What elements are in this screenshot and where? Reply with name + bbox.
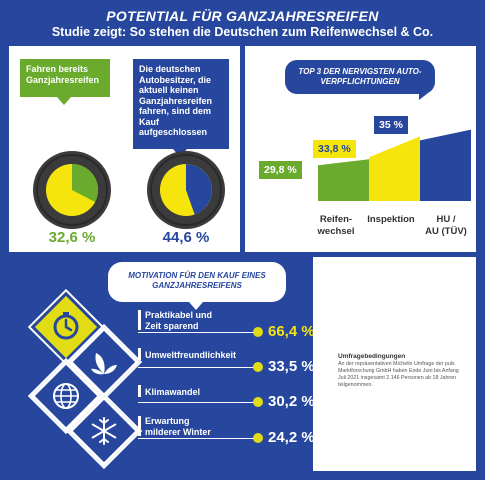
- reason-bar-3: [138, 385, 141, 397]
- bar-value-1: 29,8 %: [259, 161, 302, 179]
- green-callout: Fahren bereits Ganzjahresreifen: [20, 59, 110, 97]
- reason-dot-1: [253, 327, 263, 337]
- bar-reifenwechsel: [318, 159, 369, 201]
- top3-title-tip: [419, 86, 428, 100]
- reason-dot-2: [253, 362, 263, 372]
- pie-value-2: 44,6 %: [162, 229, 210, 246]
- reason-label-4: Erwartung milderer Winter: [145, 416, 211, 437]
- reason-value-3: 30,2 %: [268, 393, 315, 410]
- top3-chart: [318, 129, 471, 201]
- motivation-title-tip: [189, 302, 203, 310]
- blue-callout: Die deutschen Autobesitzer, die aktuell …: [133, 59, 229, 149]
- bar-label-2: Inspektion: [367, 214, 415, 225]
- reason-label-3: Klimawandel: [145, 387, 201, 397]
- reason-line-3: [138, 402, 258, 403]
- motivation-title: MOTIVATION FÜR DEN KAUF EINES GANZJAHRES…: [108, 262, 286, 302]
- pie-slice-2: [186, 164, 213, 215]
- globe-icon: [30, 360, 102, 432]
- top3-panel: TOP 3 DER NERVIGSTEN AUTO-VERPFLICHTUNGE…: [245, 46, 476, 252]
- page-title: POTENTIAL FÜR GANZJAHRESREIFEN: [106, 8, 379, 24]
- reason-value-1: 66,4 %: [268, 323, 315, 340]
- bar-label-3: HU / AU (TÜV): [425, 214, 467, 237]
- bar-label-1: Reifen-wechsel: [317, 214, 355, 237]
- reason-label-2: Umweltfreundlichkeit: [145, 350, 237, 360]
- reason-value-2: 33,5 %: [268, 358, 315, 375]
- conditions-panel: [313, 257, 476, 471]
- bar-value-3: 35 %: [374, 116, 408, 134]
- reason-line-2: [138, 367, 258, 368]
- reason-line-4: [138, 438, 258, 439]
- reason-bar-4: [138, 416, 141, 436]
- reason-value-4: 24,2 %: [268, 429, 315, 446]
- pie-chart-2: [147, 151, 225, 229]
- snowflake-icon: [68, 395, 140, 467]
- leaves-icon: [68, 326, 140, 398]
- reason-label-1: Praktikabel und Zeit sparend: [145, 310, 213, 331]
- bar-inspektion: [369, 136, 420, 201]
- reason-dot-4: [253, 433, 263, 443]
- pie-value-1: 32,6 %: [48, 229, 96, 246]
- pie-slice-1: [72, 164, 98, 202]
- green-callout-tip: [57, 97, 71, 105]
- bar-hu-au: [420, 129, 471, 201]
- top3-title: TOP 3 DER NERVIGSTEN AUTO-VERPFLICHTUNGE…: [285, 60, 435, 94]
- page-subtitle: Studie zeigt: So stehen die Deutschen zu…: [51, 25, 434, 39]
- reason-dot-3: [253, 397, 263, 407]
- conditions-text: An der repräsentativen Michelin Umfrage …: [338, 361, 459, 388]
- conditions-title: Umfragebedingungen: [338, 353, 406, 360]
- bar-value-2: 33,8 %: [313, 140, 356, 158]
- reason-line-1: [138, 332, 258, 333]
- clock-icon: [30, 291, 102, 363]
- pie-chart-1: [33, 151, 111, 229]
- tire-share-panel: Fahren bereits Ganzjahresreifen Die deut…: [9, 46, 240, 252]
- reason-bar-2: [138, 348, 141, 360]
- reason-bar-1: [138, 310, 141, 330]
- header: POTENTIAL FÜR GANZJAHRESREIFEN Studie ze…: [0, 0, 485, 46]
